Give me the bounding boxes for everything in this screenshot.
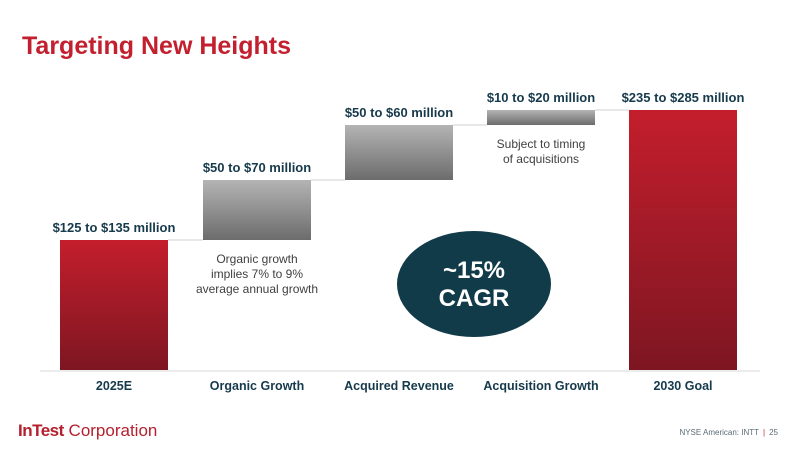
value-label-organic-growth: $50 to $70 million [203,160,311,175]
category-label-2030-goal: 2030 Goal [653,379,712,393]
cagr-value: ~15% [443,257,505,284]
annotation-line: Organic growth [216,252,297,266]
logo-suffix: Corporation [63,421,158,440]
annotation-line: of acquisitions [503,152,579,166]
footer-exchange: NYSE American: INTT [679,428,760,437]
category-label-organic-growth: Organic Growth [210,379,304,393]
footer: NYSE American: INTT | 25 [679,428,778,437]
page-title: Targeting New Heights [22,32,292,60]
annotation-line: Subject to timing [497,137,586,151]
category-label-acquisition-growth: Acquisition Growth [483,379,598,393]
value-label-2025e: $125 to $135 million [53,220,176,235]
value-label-acquired-revenue: $50 to $60 million [345,105,453,120]
annotation-line: average annual growth [196,282,318,296]
value-label-2030-goal: $235 to $285 million [622,90,745,105]
logo-brand: InTest [18,421,64,440]
cagr-callout: ~15% CAGR [397,231,551,337]
bar-organic-growth [203,180,311,240]
bar-acquired-revenue [345,125,453,180]
intest-logo: InTest Corporation [18,421,157,441]
footer-separator: | [763,428,766,437]
annotation-line: implies 7% to 9% [211,267,303,281]
page-number: 25 [769,428,778,437]
bar-acquisition-growth [487,110,595,125]
bar-2025e [60,240,168,370]
bar-2030-goal [629,110,737,370]
category-label-2025e: 2025E [96,379,132,393]
category-label-acquired-revenue: Acquired Revenue [344,379,454,393]
value-label-acquisition-growth: $10 to $20 million [487,90,595,105]
cagr-ellipse [397,231,551,337]
cagr-label: CAGR [439,285,510,312]
